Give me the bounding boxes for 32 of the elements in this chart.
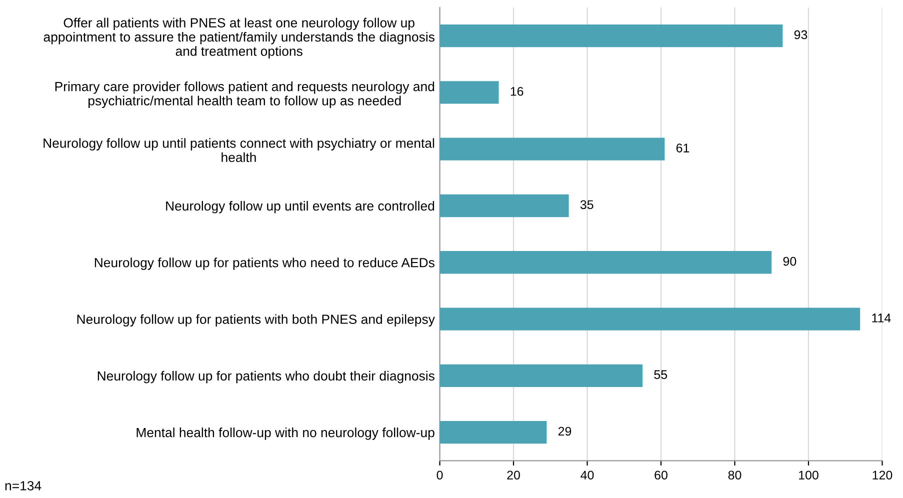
x-tick-label: 20 [507, 470, 520, 480]
x-tick-label: 40 [580, 470, 594, 480]
x-tick-label: 120 [872, 470, 892, 480]
x-tick-label: 80 [728, 470, 742, 480]
bar [440, 420, 547, 444]
data-label: 90 [783, 256, 796, 266]
y-tick-label: Neurology follow up until patients connect with psychiatry or mental health [44, 138, 434, 162]
bar [440, 24, 783, 48]
y-tick-label: Neurology follow up for patients with both PNES and epilepsy [77, 314, 435, 327]
y-tick-label: Neurology follow up for patients who doubt their diagnosis [98, 370, 434, 384]
bar [440, 138, 665, 160]
y-tick-label: Offer all patients with PNES at least one neurology follow up appointment to assure the patient/family understands the diagnosis and treatment options [44, 18, 434, 58]
text: n=134 [5, 481, 42, 490]
bar [440, 81, 499, 104]
data-label: 55 [654, 370, 668, 380]
data-label: 93 [794, 30, 808, 40]
data-label: 114 [872, 314, 891, 322]
x-tick-label: 0 [436, 470, 443, 480]
y-tick-label: Mental health follow-up with no neurology follow-up [136, 428, 434, 440]
bar [440, 364, 643, 388]
y-tick-label: Neurology follow up for patients who need to reduce AEDs [94, 258, 434, 270]
x-tick-label: 100 [799, 470, 818, 480]
y-tick-label: Primary care provider follows patient and requests neurology and psychiatric/mental health team to follow up as needed [55, 82, 434, 108]
x-tick-label: 60 [654, 470, 668, 480]
data-label: 16 [510, 86, 524, 96]
bar [440, 194, 569, 218]
bar [440, 251, 772, 274]
data-label: 61 [676, 144, 690, 152]
bar [440, 308, 860, 330]
data-label: 35 [580, 200, 594, 210]
data-label: 29 [558, 426, 572, 436]
y-tick-label: Neurology follow up until events are controlled [166, 200, 434, 214]
